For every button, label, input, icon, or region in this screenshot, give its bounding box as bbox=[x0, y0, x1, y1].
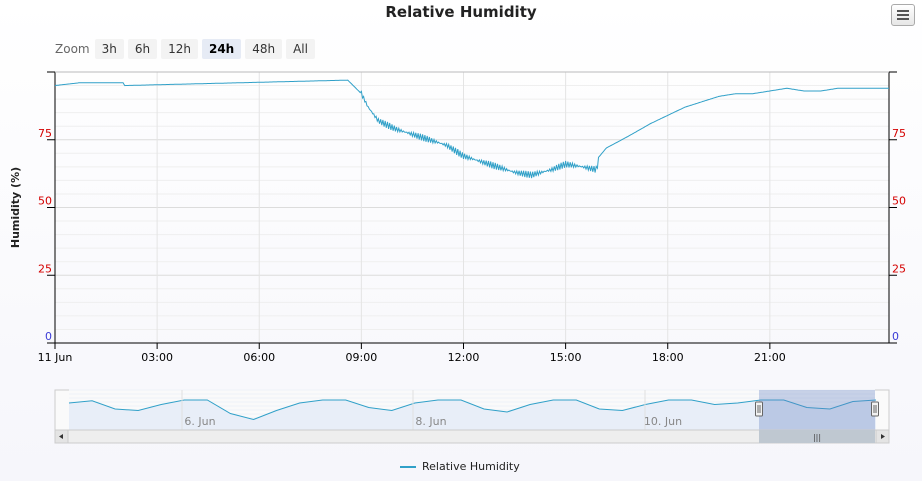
navigator-handle[interactable] bbox=[755, 401, 763, 417]
legend-line-icon bbox=[400, 465, 416, 468]
navigator-series-line bbox=[68, 399, 877, 421]
navigator-date-label: 6. Jun bbox=[184, 415, 215, 428]
y-tick-label-right: 50 bbox=[892, 195, 906, 208]
hamburger-icon bbox=[897, 10, 909, 12]
x-tick-label: 15:00 bbox=[550, 351, 582, 364]
x-tick-label: 09:00 bbox=[346, 351, 378, 364]
navigator-area bbox=[69, 400, 876, 430]
arrow-right-icon bbox=[881, 434, 885, 439]
zoom-button-12h[interactable]: 12h bbox=[161, 39, 198, 59]
zoom-label: Zoom bbox=[55, 42, 90, 56]
x-tick-label: 21:00 bbox=[754, 351, 786, 364]
navigator-date-label: 8. Jun bbox=[415, 415, 446, 428]
chart-title: Relative Humidity bbox=[385, 3, 537, 21]
zoom-button-3h[interactable]: 3h bbox=[94, 39, 124, 59]
zoom-bar: Zoom 3h 6h 12h 24h 48h All bbox=[55, 38, 319, 60]
arrow-left-icon bbox=[59, 434, 63, 439]
y-tick-label-left: 25 bbox=[38, 262, 52, 275]
x-tick-label: 12:00 bbox=[448, 351, 480, 364]
x-tick-label: 18:00 bbox=[652, 351, 684, 364]
hamburger-icon bbox=[897, 18, 909, 20]
navigator-handle[interactable] bbox=[871, 401, 879, 417]
y-tick-label-right: 75 bbox=[892, 127, 906, 140]
scrollbar-thumb[interactable] bbox=[759, 430, 875, 443]
y-tick-label-right: 0 bbox=[892, 330, 899, 343]
scrollbar-grip: ||| bbox=[813, 433, 821, 442]
zoom-button-6h[interactable]: 6h bbox=[127, 39, 158, 59]
zoom-button-48h[interactable]: 48h bbox=[245, 39, 283, 59]
x-tick-label: 11 Jun bbox=[38, 351, 73, 364]
y-tick-label-right: 25 bbox=[892, 262, 906, 275]
legend-item-relative-humidity[interactable]: Relative Humidity bbox=[400, 460, 520, 473]
x-tick-label: 06:00 bbox=[243, 351, 275, 364]
y-axis-label: Humidity (%) bbox=[9, 167, 22, 248]
zoom-button-24h[interactable]: 24h bbox=[201, 39, 242, 59]
y-tick-label-left: 50 bbox=[38, 195, 52, 208]
series-line-relative-humidity bbox=[54, 79, 889, 179]
x-tick-label: 03:00 bbox=[141, 351, 173, 364]
navigator-selected-range bbox=[759, 390, 875, 430]
legend-label: Relative Humidity bbox=[422, 460, 520, 473]
navigator-date-label: 10. Jun bbox=[644, 415, 682, 428]
hamburger-icon bbox=[897, 14, 909, 16]
y-tick-label-left: 75 bbox=[38, 127, 52, 140]
menu-button[interactable] bbox=[891, 4, 915, 26]
y-tick-label-left: 0 bbox=[45, 330, 52, 343]
zoom-button-all[interactable]: All bbox=[286, 39, 315, 59]
